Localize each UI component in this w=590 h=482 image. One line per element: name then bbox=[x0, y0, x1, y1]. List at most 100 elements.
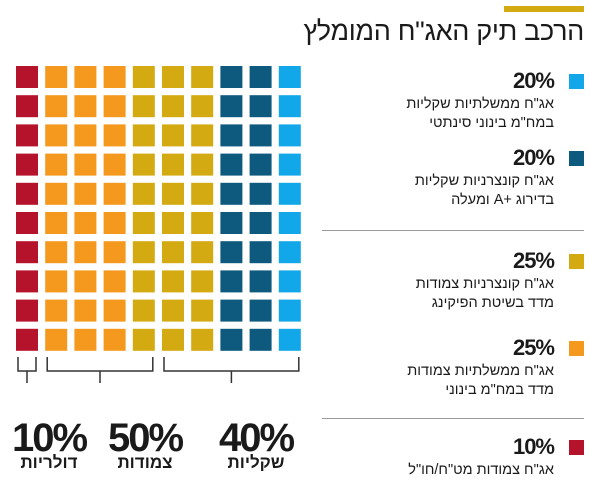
waffle-cell bbox=[16, 212, 38, 234]
waffle-cell bbox=[249, 95, 272, 118]
waffle-cell bbox=[103, 182, 126, 205]
waffle-cell bbox=[191, 182, 214, 205]
waffle-cell bbox=[16, 95, 38, 118]
waffle-cell bbox=[278, 66, 301, 88]
waffle-cell bbox=[45, 270, 68, 293]
waffle-cell bbox=[249, 328, 272, 351]
waffle-cell bbox=[162, 270, 184, 293]
legend-desc-line: אג"ח ממשלתיות צמודות bbox=[407, 363, 554, 379]
legend-desc-line: מדד במח"מ בינוני bbox=[445, 382, 554, 398]
legend-swatch bbox=[569, 151, 584, 166]
waffle-cell bbox=[220, 241, 243, 264]
waffle-cell bbox=[249, 182, 272, 205]
waffle-cell bbox=[220, 212, 243, 234]
waffle-cell bbox=[220, 153, 243, 176]
waffle-cell bbox=[191, 270, 214, 293]
waffle-cell bbox=[132, 124, 155, 147]
waffle-cell bbox=[74, 212, 97, 234]
waffle-cell bbox=[220, 95, 243, 118]
waffle-cell bbox=[162, 66, 184, 88]
waffle-cell bbox=[74, 299, 97, 322]
waffle-cell bbox=[249, 299, 272, 322]
waffle-cell bbox=[45, 299, 68, 322]
waffle-cell bbox=[132, 66, 155, 88]
legend-pct: 10% bbox=[512, 434, 555, 459]
waffle-cell bbox=[278, 95, 301, 118]
waffle-cell bbox=[249, 241, 272, 264]
waffle-cell bbox=[103, 328, 126, 351]
legend-desc-line: אג"ח קונצרניות צמודות bbox=[415, 276, 554, 292]
waffle-cell bbox=[132, 299, 155, 322]
waffle-cell bbox=[191, 66, 214, 88]
group-bracket bbox=[163, 357, 300, 383]
legend-desc-line: בדירוג +A ומעלה bbox=[451, 192, 554, 208]
waffle-cell bbox=[191, 124, 214, 147]
waffle-cell bbox=[74, 328, 97, 351]
waffle-cell bbox=[132, 182, 155, 205]
waffle-cell bbox=[45, 153, 68, 176]
legend-desc: אג"ח קונצרניות שקליות בדירוג +A ומעלה bbox=[354, 172, 554, 210]
waffle-cell bbox=[103, 95, 126, 118]
waffle-cell bbox=[162, 328, 184, 351]
waffle-cell bbox=[220, 182, 243, 205]
legend-desc: אג"ח ממשלתיות צמודות מדד במח"מ בינוני bbox=[354, 362, 554, 400]
waffle-cell bbox=[249, 66, 272, 88]
waffle-cell bbox=[249, 212, 272, 234]
legend-swatch bbox=[569, 254, 584, 269]
waffle-cell bbox=[16, 299, 38, 322]
waffle-cell bbox=[249, 153, 272, 176]
waffle-cell bbox=[191, 95, 214, 118]
waffle-cell bbox=[103, 124, 126, 147]
waffle-cell bbox=[191, 153, 214, 176]
waffle-cell bbox=[74, 124, 97, 147]
group-bracket bbox=[46, 357, 154, 383]
chart-title: הרכב תיק האג"ח המומלץ bbox=[303, 16, 584, 46]
waffle-cell bbox=[278, 153, 301, 176]
waffle-cell bbox=[162, 299, 184, 322]
waffle-cell bbox=[132, 95, 155, 118]
waffle-cell bbox=[220, 124, 243, 147]
waffle-cell bbox=[103, 241, 126, 264]
waffle-cell bbox=[278, 182, 301, 205]
legend-pct: 25% bbox=[512, 248, 555, 273]
waffle-cell bbox=[220, 328, 243, 351]
waffle-cell bbox=[45, 241, 68, 264]
waffle-cell bbox=[132, 270, 155, 293]
waffle-cell bbox=[162, 95, 184, 118]
group-label-shekel: שקליות bbox=[227, 453, 285, 472]
waffle-cell bbox=[45, 182, 68, 205]
waffle-cell bbox=[74, 182, 97, 205]
legend-divider bbox=[322, 418, 584, 419]
group-label-linked: צמודות bbox=[117, 453, 173, 472]
waffle-cell bbox=[278, 270, 301, 293]
waffle-cell bbox=[220, 270, 243, 293]
waffle-cell bbox=[278, 328, 301, 351]
waffle-cell bbox=[74, 66, 97, 88]
waffle-cell bbox=[278, 212, 301, 234]
legend-divider bbox=[322, 230, 584, 231]
waffle-cell bbox=[74, 241, 97, 264]
waffle-cell bbox=[45, 212, 68, 234]
waffle-cell bbox=[103, 212, 126, 234]
legend-pct: 20% bbox=[512, 68, 555, 93]
legend-pct: 25% bbox=[512, 335, 555, 360]
legend-desc-line: במח"מ בינוני סינתטי bbox=[429, 115, 554, 131]
waffle-cell bbox=[132, 328, 155, 351]
waffle-cell bbox=[74, 95, 97, 118]
waffle-cell bbox=[45, 124, 68, 147]
waffle-cell bbox=[191, 328, 214, 351]
waffle-cells bbox=[16, 66, 301, 351]
group-bracket bbox=[17, 357, 37, 383]
group-label-dollar: דולריות bbox=[20, 453, 78, 472]
waffle-cell bbox=[249, 270, 272, 293]
waffle-cell bbox=[103, 270, 126, 293]
waffle-cell bbox=[191, 212, 214, 234]
group-pct-dollar: 10% bbox=[11, 416, 88, 460]
waffle-cell bbox=[249, 124, 272, 147]
legend-desc-line: מדד בשיטת הפיקינג bbox=[431, 295, 554, 311]
waffle-cell bbox=[74, 270, 97, 293]
legend-pct: 20% bbox=[512, 145, 555, 170]
title-accent-bar bbox=[504, 6, 584, 12]
waffle-cell bbox=[162, 182, 184, 205]
